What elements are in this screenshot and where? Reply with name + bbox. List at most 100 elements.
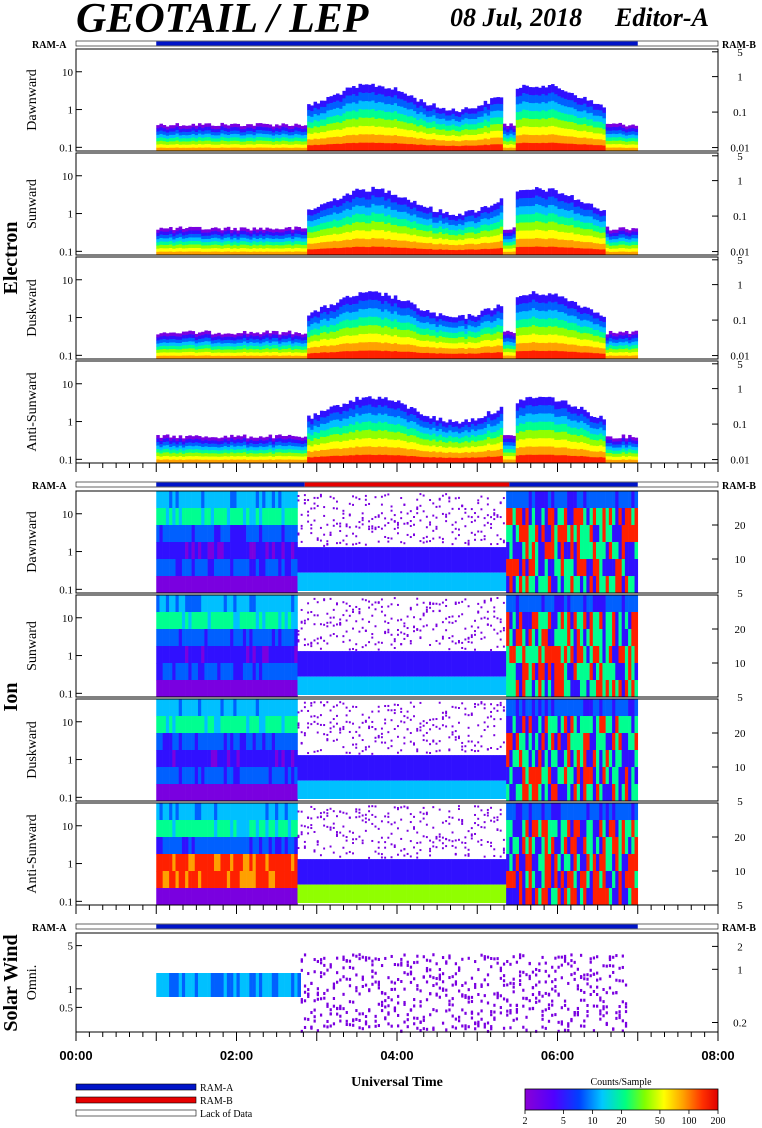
- spectrogram-cell: [409, 421, 414, 429]
- spectrogram-cell: [496, 410, 501, 418]
- spectrogram-cell: [197, 508, 202, 526]
- spectrogram-cell: [207, 337, 212, 342]
- spectrogram-cell: [538, 135, 542, 144]
- spectrogram-cell: [599, 249, 603, 256]
- spectrogram-cell: [522, 431, 526, 440]
- spectrogram-cell: [339, 406, 343, 415]
- spectrogram-cell: [268, 141, 273, 145]
- spectrogram-cell: [560, 343, 565, 352]
- spectrogram-cell: [332, 226, 337, 235]
- spectrogram-cell: [284, 449, 289, 454]
- spectrogram-cell: [291, 251, 295, 256]
- spectrogram-cell: [599, 116, 603, 123]
- spectrogram-cell: [307, 427, 311, 434]
- spectrogram-cell: [329, 324, 334, 332]
- spectrogram-cell: [217, 241, 221, 246]
- spectrogram-cell: [368, 134, 372, 144]
- spectrogram-cell: [477, 325, 481, 332]
- spectrogram-cell: [493, 124, 497, 132]
- spectrogram-cell: [438, 457, 443, 464]
- spectrogram-cell: [355, 238, 359, 248]
- spectrogram-cell: [313, 120, 318, 127]
- panel-frame: [75, 256, 719, 360]
- spectrogram-cell: [413, 248, 417, 256]
- spectrogram-cell: [310, 318, 314, 325]
- spectrogram-cell: [384, 231, 388, 240]
- spectrogram-cell: [628, 236, 632, 240]
- spectrogram-cell: [486, 109, 491, 116]
- spectrogram-cell: [454, 116, 459, 122]
- spectrogram-cell: [185, 348, 189, 353]
- spectrogram-cell: [445, 125, 449, 132]
- spectrogram-cell: [464, 233, 468, 239]
- page-title: GEOTAIL / LEP: [76, 0, 369, 42]
- spectrogram-cell: [246, 238, 250, 243]
- spectrogram-cell: [599, 221, 603, 228]
- spectrogram-cell: [515, 312, 520, 321]
- spectrogram-cell: [156, 147, 160, 152]
- spectrogram-cell: [178, 445, 183, 450]
- spectrogram-cell: [486, 308, 491, 315]
- spectrogram-cell: [230, 239, 234, 243]
- spectrogram-cell: [570, 225, 574, 233]
- spectrogram-cell: [297, 141, 301, 145]
- spectrogram-cell: [457, 116, 462, 123]
- spectrogram-cell: [432, 115, 436, 122]
- spectrogram-cell: [342, 247, 346, 256]
- spectrogram-cell: [307, 457, 311, 464]
- spectrogram-cell: [506, 438, 510, 443]
- spectrogram-cell: [390, 306, 395, 315]
- spectrogram-cell: [345, 418, 350, 427]
- spectrogram-cell: [496, 235, 501, 243]
- spectrogram-cell: [175, 336, 180, 341]
- spectrogram-cell: [448, 245, 452, 251]
- spectrogram-cell: [207, 126, 212, 131]
- spectrogram-cell: [255, 459, 260, 464]
- spectrogram-cell: [624, 238, 629, 243]
- spectrogram-cell: [618, 248, 622, 252]
- spectrogram-cell: [284, 144, 289, 148]
- spectrogram-cell: [547, 446, 552, 456]
- spectrogram-cell: [441, 223, 446, 230]
- spectrogram-cell: [255, 440, 260, 445]
- spectrogram-cell: [608, 459, 613, 464]
- spectrogram-cell: [486, 424, 491, 431]
- spectrogram-cell: [563, 408, 568, 417]
- spectrogram-cell: [589, 321, 594, 329]
- spectrogram-cell: [557, 296, 562, 305]
- spectrogram-cell: [605, 147, 610, 152]
- spectrogram-cell: [207, 491, 212, 509]
- spectrogram-cell: [624, 444, 629, 448]
- spectrogram-cell: [400, 448, 404, 456]
- spectrogram-cell: [551, 142, 555, 152]
- spectrogram-cell: [239, 342, 244, 347]
- spectrogram-cell: [470, 140, 475, 146]
- spectrogram-cell: [425, 219, 430, 226]
- spectrogram-cell: [159, 241, 163, 246]
- spectrogram-cell: [602, 226, 606, 233]
- spectrogram-cell: [355, 303, 359, 312]
- spectrogram-cell: [178, 135, 183, 139]
- spectrogram-cell: [576, 117, 581, 125]
- spectrogram-cell: [371, 406, 375, 416]
- spectrogram-cell: [634, 334, 639, 339]
- spectrogram-cell: [246, 456, 250, 461]
- spectrogram-cell: [191, 446, 196, 450]
- spectrogram-cell: [486, 417, 491, 425]
- spectrogram-cell: [278, 343, 282, 348]
- spectrogram-cell: [230, 333, 234, 338]
- spectrogram-cell: [185, 345, 189, 349]
- spectrogram-cell: [499, 306, 504, 314]
- spectrogram-cell: [265, 456, 269, 461]
- spectrogram-cell: [631, 443, 635, 448]
- spectrogram-cell: [233, 459, 237, 464]
- spectrogram-cell: [413, 421, 417, 430]
- spectrogram-cell: [185, 128, 189, 133]
- spectrogram-cell: [380, 295, 385, 305]
- spectrogram-cell: [486, 411, 491, 418]
- spectrogram-cell: [217, 132, 221, 136]
- spectrogram-cell: [255, 339, 260, 343]
- spectrogram-cell: [172, 345, 176, 350]
- spectrogram-cell: [435, 326, 440, 333]
- spectrogram-cell: [560, 319, 565, 328]
